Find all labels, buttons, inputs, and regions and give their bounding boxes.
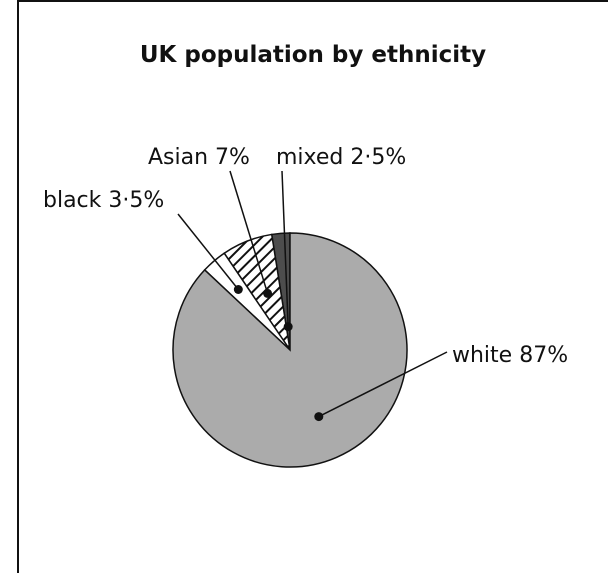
leader-dot-mixed [283,322,293,332]
leader-dot-asian [263,288,273,298]
slice-label-white: white 87% [452,343,568,368]
pie-callouts: mixed 2·5% Asian 7% black 3·5% white 87% [43,145,568,422]
slice-label-asian: Asian 7% [148,145,250,170]
pie-slices [172,232,408,468]
leader-line-asian [229,170,269,294]
slice-label-mixed: mixed 2·5% [276,145,406,170]
slice-label-black: black 3·5% [43,188,164,213]
leader-dot-white [314,412,324,422]
leader-line-mixed [281,170,289,327]
leader-line-white [318,351,448,418]
leader-line-black [177,213,239,290]
chart-title: UK population by ethnicity [140,42,486,68]
leader-dot-black [233,285,243,295]
pie-slice-white [172,232,408,468]
